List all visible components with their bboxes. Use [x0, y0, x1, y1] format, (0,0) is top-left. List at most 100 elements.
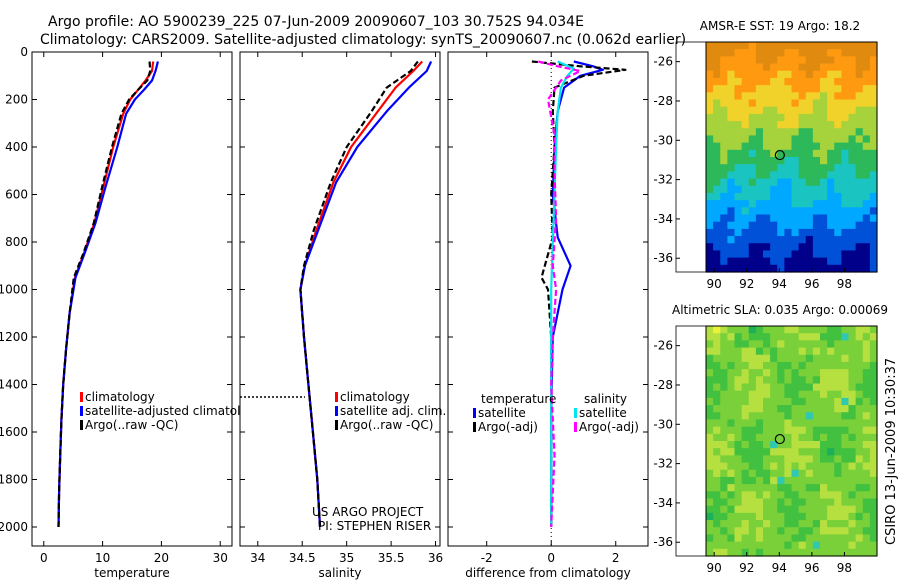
- sla_map-cell: [755, 541, 764, 550]
- sst_map-cell: [848, 228, 857, 237]
- sst_map-cell: [862, 228, 871, 237]
- sla_map-cell: [798, 383, 807, 392]
- sla_map-cell: [727, 548, 736, 557]
- sla_map-cell: [848, 347, 857, 356]
- sla_map-cell: [805, 426, 814, 435]
- sla_map-cell: [713, 441, 721, 449]
- sla_map-cell: [777, 498, 785, 507]
- sla_map-cell: [770, 326, 778, 334]
- sst_map-cell: [755, 77, 764, 86]
- sla_map-cell: [805, 369, 814, 377]
- sst_map-cell: [805, 56, 814, 65]
- sla_map-cell: [820, 512, 828, 521]
- sst_map-cell: [791, 42, 800, 50]
- sst_map-cell: [869, 56, 878, 65]
- sst_map-cell: [763, 77, 771, 86]
- sla_map-cell: [827, 426, 835, 435]
- difference-xtick-label: 0: [547, 551, 555, 565]
- sla_map-cell: [727, 433, 736, 442]
- sla_map-cell: [763, 412, 771, 421]
- sst_map-cell: [763, 236, 771, 244]
- sst_map-cell: [812, 164, 821, 172]
- sla_map-cell: [755, 412, 764, 421]
- sst_map-cell: [827, 192, 835, 201]
- sla_map-cell: [855, 541, 864, 550]
- sst_map-cell: [798, 92, 807, 101]
- sla_map-cell: [748, 484, 757, 492]
- sst_map-cell: [827, 157, 835, 165]
- sla_map-cell: [812, 541, 821, 550]
- sst_map-cell: [869, 178, 878, 187]
- sst_map-cell: [841, 236, 850, 244]
- sst_map-cell: [734, 63, 743, 72]
- sla_map-cell: [706, 505, 714, 514]
- sla_map-cell: [755, 433, 764, 442]
- sla_map-cell: [862, 419, 871, 428]
- sst_map-cell: [713, 142, 721, 151]
- sla_map-cell: [706, 433, 714, 442]
- sla_map-cell: [734, 491, 743, 500]
- sla_map-cell: [869, 448, 878, 456]
- sst_map-cell: [862, 157, 871, 165]
- sla_map-cell: [706, 469, 714, 478]
- sst_map-cell: [763, 207, 771, 216]
- sst_map-cell: [770, 49, 778, 57]
- sla_map-cell: [748, 412, 757, 421]
- sla_map-cell: [727, 527, 736, 536]
- sst_map-cell: [777, 85, 785, 93]
- sst_map-cell: [827, 142, 835, 151]
- sst_map-cell: [706, 70, 714, 79]
- sla_map-cell: [763, 512, 771, 521]
- sla_map-cell: [869, 390, 878, 399]
- depth-tick-label: 200: [5, 93, 28, 107]
- sst_map-cell: [798, 85, 807, 93]
- sla_map-cell: [827, 419, 835, 428]
- sla_map-cell: [713, 491, 721, 500]
- sst_map-cell: [777, 192, 785, 201]
- sst_map-cell: [763, 113, 771, 122]
- sla_map-cell: [706, 347, 714, 356]
- sla_map-cell: [706, 412, 714, 421]
- sst_map-cell: [727, 92, 736, 101]
- sla_map-cell: [812, 405, 821, 413]
- sla_map-cell: [820, 534, 828, 543]
- sst_map-cell: [755, 99, 764, 108]
- sla_map-ytick-label: -26: [653, 339, 673, 353]
- sla_map-cell: [855, 354, 864, 363]
- sla_map-cell: [770, 462, 778, 471]
- sst_map-cell: [734, 56, 743, 65]
- sla_map-cell: [734, 520, 743, 528]
- sla_map-cell: [862, 376, 871, 385]
- sst_map-axes-box: [675, 41, 878, 273]
- sla_map-cell: [770, 534, 778, 543]
- sla_map-cell: [869, 326, 878, 334]
- sla_map-cell: [727, 354, 736, 363]
- sst_map-cell: [755, 70, 764, 79]
- sla_map-cell: [720, 326, 728, 334]
- sla_map-cell: [755, 469, 764, 478]
- sst_map-cell: [798, 257, 807, 266]
- sst_map-cell: [713, 185, 721, 194]
- sla_map-cell: [748, 361, 757, 370]
- sla_map-cell: [748, 455, 757, 464]
- sst_map-cell: [706, 49, 714, 57]
- sla_map-cell: [855, 326, 864, 334]
- sst_map-cell: [812, 157, 821, 165]
- sst_map-cell: [777, 77, 785, 86]
- sla_map-cell: [812, 512, 821, 521]
- sst_map-cell: [805, 236, 814, 244]
- pi-annotation: PI: STEPHEN RISER: [318, 519, 431, 533]
- sst_map-cell: [706, 99, 714, 108]
- sst_map-cell: [734, 200, 743, 208]
- sla_map-cell: [784, 491, 793, 500]
- sla_map-cell: [720, 469, 728, 478]
- sst_map-cell: [741, 106, 750, 115]
- sst_map-cell: [748, 70, 757, 79]
- sst_map-cell: [798, 200, 807, 208]
- sst_map-cell: [734, 264, 743, 273]
- sla_map-cell: [748, 512, 757, 521]
- depth-tick-label: 600: [5, 188, 28, 202]
- sla_map-cell: [713, 397, 721, 406]
- sst_map-cell: [855, 92, 864, 101]
- sst_map-cell: [748, 250, 757, 259]
